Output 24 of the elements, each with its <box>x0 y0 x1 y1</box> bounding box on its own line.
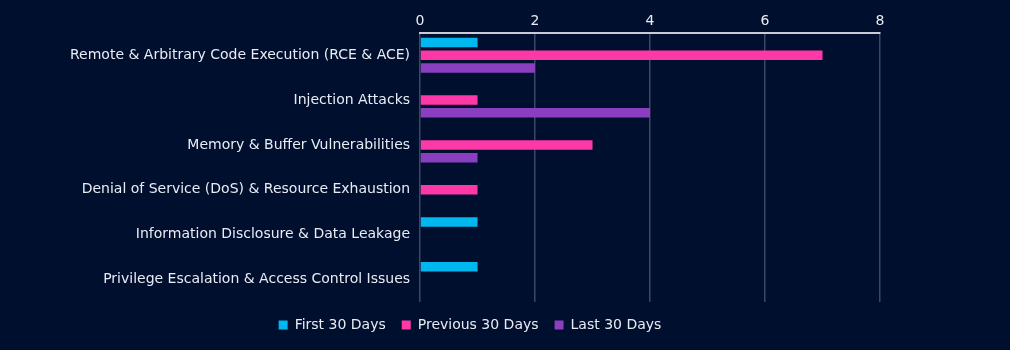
bar <box>420 95 478 105</box>
bar <box>420 185 478 195</box>
legend-label: Last 30 Days <box>570 315 662 332</box>
bar <box>420 217 478 227</box>
y-tick-label: Injection Attacks <box>293 90 411 107</box>
bar <box>420 152 478 163</box>
y-tick-label: Memory & Buffer Vulnerabilities <box>187 135 411 152</box>
bar <box>420 50 823 60</box>
legend-label: First 30 Days <box>294 315 386 332</box>
y-tick-label: Information Disclosure & Data Leakage <box>135 225 411 242</box>
bar <box>420 63 536 73</box>
bar <box>420 140 593 150</box>
bar <box>420 262 478 272</box>
x-tick-label: 0 <box>415 12 425 29</box>
x-tick-label: 6 <box>760 12 770 29</box>
y-tick-label: Privilege Escalation & Access Control Issues <box>103 270 411 287</box>
x-tick-label: 4 <box>645 12 655 29</box>
x-tick-label: 2 <box>530 12 540 29</box>
x-tick-label: 8 <box>875 12 885 29</box>
legend-label: Previous 30 Days <box>417 315 539 332</box>
bar <box>420 37 478 48</box>
y-tick-label: Remote & Arbitrary Code Execution (RCE & ACE) <box>70 45 411 62</box>
bar <box>420 108 651 118</box>
y-tick-label: Denial of Service (DoS) & Resource Exhaustion <box>81 180 411 197</box>
